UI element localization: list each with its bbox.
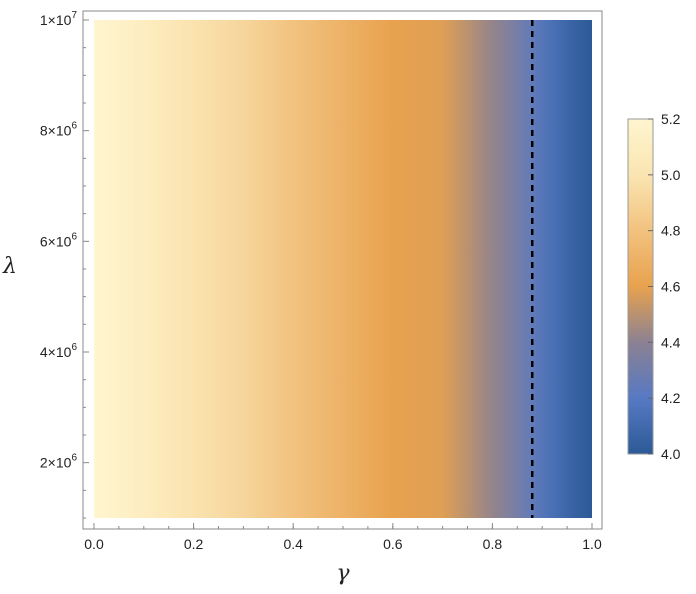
colorbar-tick-label: 5.0 [661,167,681,183]
x-axis-title: γ [336,561,350,586]
x-tick-label: 0.0 [84,536,104,552]
y-tick-label: 6×106 [40,231,78,249]
colorbar-tick-label: 4.6 [661,279,681,295]
x-tick-label: 0.4 [283,536,303,552]
x-axis-ticks: 0.0 0.2 0.4 0.6 0.8 1.0 [84,523,602,552]
x-tick-label: 0.2 [184,536,204,552]
x-tick-label: 0.6 [383,536,403,552]
colorbar-tick-label: 4.2 [661,390,681,406]
x-tick-label: 0.8 [483,536,503,552]
colorbar-tick-label: 5.2 [661,111,681,127]
x-tick-label: 1.0 [582,536,602,552]
colorbar-tick-label: 4.0 [661,446,681,462]
y-tick-label: 4×106 [40,342,78,360]
y-tick-label: 1×107 [40,10,78,28]
y-axis-title: λ [2,254,17,279]
heatmap-field [94,20,592,518]
colorbar-ticks: 4.0 4.2 4.4 4.6 4.8 5.0 5.2 [648,111,681,462]
y-tick-label: 8×106 [40,121,78,139]
colorbar-tick-label: 4.8 [661,223,681,239]
y-tick-label: 2×106 [40,453,78,471]
colorbar-tick-label: 4.4 [661,334,681,350]
y-axis-ticks: 2×106 4×106 6×106 8×106 1×107 [40,10,89,519]
